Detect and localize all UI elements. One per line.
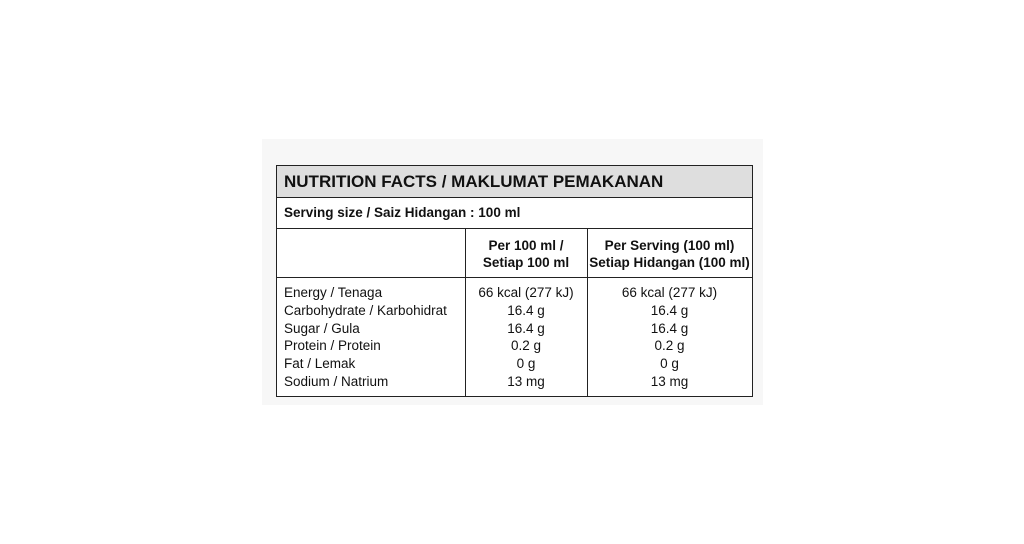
nutrient-name: Energy / Tenaga [284,285,383,300]
nutrient-value: 16.4 g [507,320,545,336]
nutrient-name: Protein / Protein [284,338,381,354]
nutrition-table: NUTRITION FACTS / MAKLUMAT PEMAKANAN Ser… [276,165,753,397]
nutrient-value: 0 g [516,356,536,372]
nutrient-name: Sodium / Natrium [284,374,389,389]
rule [277,197,752,198]
nutrient-value: 0.2 g [510,338,542,354]
header-line: Per Serving (100 ml) [604,237,735,253]
nutrient-value: 16.4 g [507,302,545,318]
nutrient-value: 66 kcal (277 kJ) [621,285,718,300]
nutrient-value: 66 kcal (277 kJ) [478,285,574,300]
rule [277,277,752,278]
header-line: Setiap 100 ml [482,254,570,270]
rule [277,228,752,229]
rule [587,228,588,396]
rule [465,228,466,396]
nutrient-name: Sugar / Gula [284,320,360,336]
nutrient-value: 16.4 g [650,320,689,336]
nutrient-value: 13 mg [650,374,689,389]
nutrient-value: 0 g [660,356,679,372]
nutrient-name: Carbohydrate / Karbohidrat [284,302,447,318]
header-line: Setiap Hidangan (100 ml) [589,254,750,270]
column-header: Per 100 ml / Setiap 100 ml [465,229,587,278]
nutrient-name: Fat / Lemak [284,356,356,372]
header-line: Per 100 ml / [488,237,564,253]
table-title: NUTRITION FACTS / MAKLUMAT PEMAKANAN [277,166,752,197]
serving-size: Serving size / Saiz Hidangan : 100 ml [284,205,521,220]
nutrient-value: 0.2 g [654,338,685,354]
nutrient-value: 16.4 g [650,302,689,318]
nutrient-value: 13 mg [507,374,545,389]
column-header: Per Serving (100 ml) Setiap Hidangan (100… [587,229,752,278]
